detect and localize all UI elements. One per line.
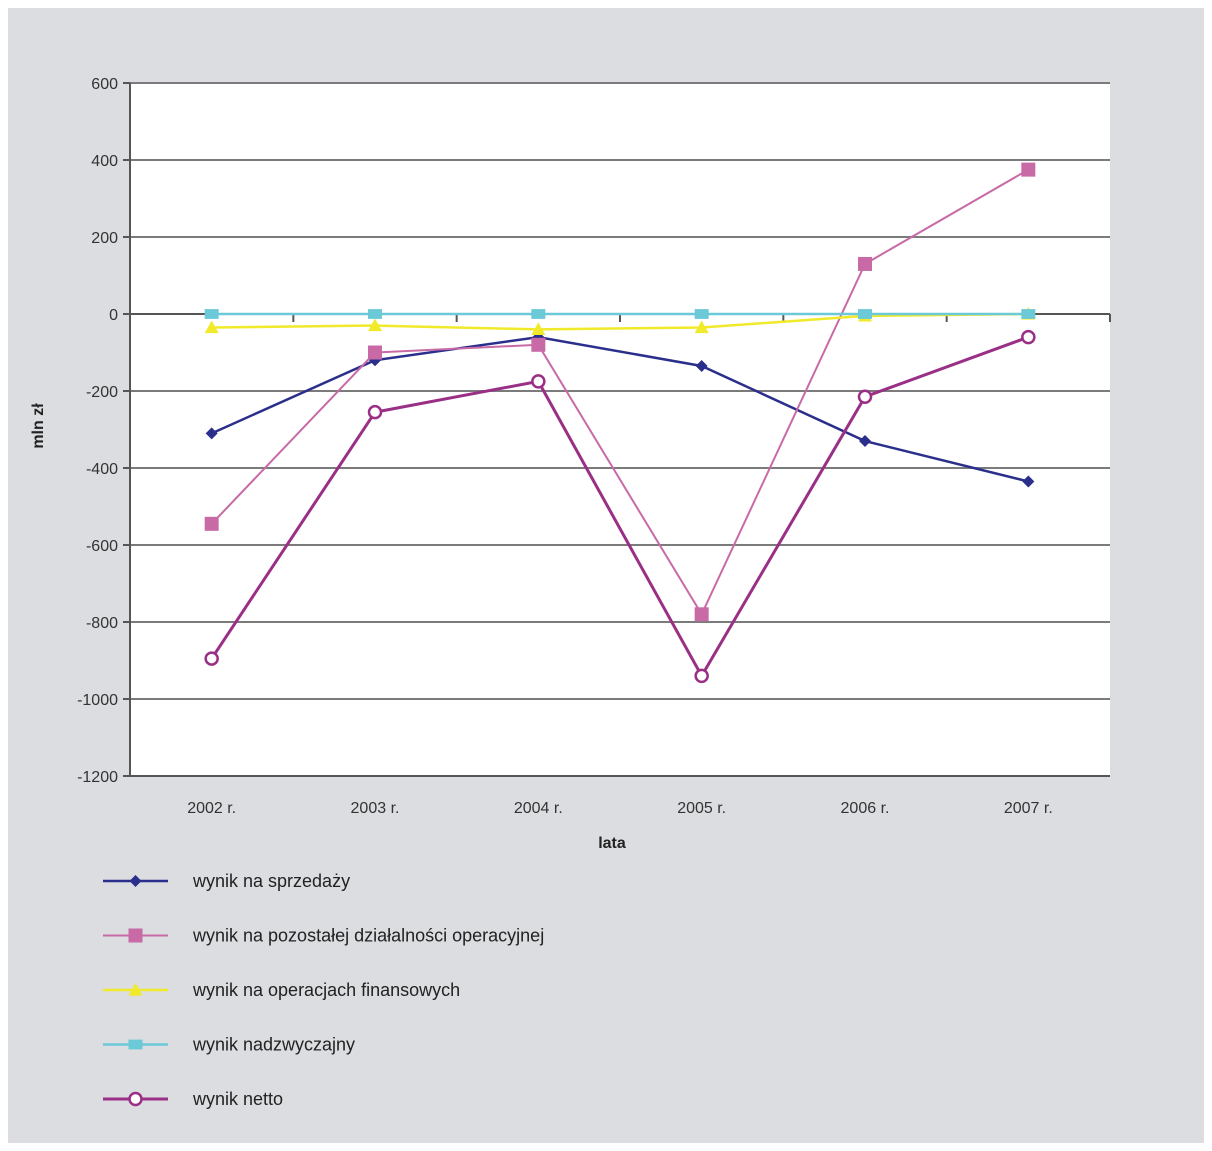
data-point [531,374,546,389]
legend-label: wynik nadzwyczajny [192,1035,355,1055]
legend-item: wynik nadzwyczajny [103,1035,355,1055]
line-chart: 600 400 200 0 -200 -400 -600 -800 -1000 -1200 2002… [30,76,1111,1109]
y-tick-label: -600 [86,538,118,555]
y-tick-label: -1000 [77,692,118,709]
y-tick-label: 0 [109,307,118,324]
plot-background [130,83,1110,776]
series-line [210,335,1029,679]
y-tick-label: 200 [91,230,118,247]
data-point [857,389,873,405]
data-point [695,359,708,372]
x-tick-label: 2005 r. [677,800,726,817]
data-point [204,651,219,666]
y-tick-label: 400 [91,153,118,170]
chart-frame: 600 400 200 0 -200 -400 -600 -800 -1000 -1200 2002… [8,8,1204,1143]
legend-swatch-marker [129,875,142,887]
data-point [368,309,382,319]
legend-label: wynik na pozostałej działalności operacy… [192,926,544,946]
legend-item: wynik na operacjach finansowych [103,980,460,1000]
series-4 [204,309,1036,319]
data-point [694,309,709,319]
data-point [859,435,871,448]
x-tick-label: 2006 r. [841,800,890,817]
data-point [204,516,219,531]
data-point [204,320,219,334]
plot-area [130,82,1110,776]
data-point [531,309,546,319]
legend-item: wynik netto [103,1089,283,1109]
data-point [367,404,383,420]
data-point [1021,162,1036,177]
series-line [211,335,1029,483]
data-point [531,322,546,335]
legend-label: wynik netto [192,1089,283,1109]
data-point [694,320,709,334]
legend-item: wynik na pozostałej działalności operacy… [103,926,544,946]
series-group [204,162,1036,684]
x-axis-title: lata [598,835,626,852]
x-tick-label: 2002 r. [187,800,236,817]
series-line [210,168,1029,617]
legend-swatch-marker [128,928,143,943]
x-tick-label: 2007 r. [1004,800,1053,817]
y-tick-label: -400 [86,461,118,478]
y-tick-label: -800 [86,615,118,632]
y-tick-label: -1200 [77,769,118,786]
data-point [1022,475,1035,488]
data-point [204,309,219,319]
legend-label: wynik na sprzedaży [192,871,350,891]
y-tick-label: -200 [86,384,118,401]
data-point [531,337,546,352]
data-point [694,607,709,622]
y-tick-label: 600 [91,76,118,93]
data-point [858,309,872,319]
legend-item: wynik na sprzedaży [103,871,350,891]
data-point [368,345,382,360]
legend-swatch-marker [128,1091,143,1107]
x-tick-label: 2003 r. [351,800,400,817]
data-point [368,318,382,332]
series-5 [204,329,1036,684]
y-axis-title: mln zł [30,403,47,449]
legend-swatch-marker [128,1039,143,1050]
data-point [858,256,872,271]
legend-swatch-marker [128,983,143,996]
data-point [1021,309,1036,319]
legend: wynik na sprzedaży wynik na pozostałej dz… [103,871,544,1109]
data-point [1021,329,1036,345]
series-line [211,312,1029,331]
legend-label: wynik na operacjach finansowych [192,980,460,1000]
data-point [694,668,709,684]
x-tick-label: 2004 r. [514,800,563,817]
data-point [205,427,218,440]
series-2 [204,162,1036,622]
